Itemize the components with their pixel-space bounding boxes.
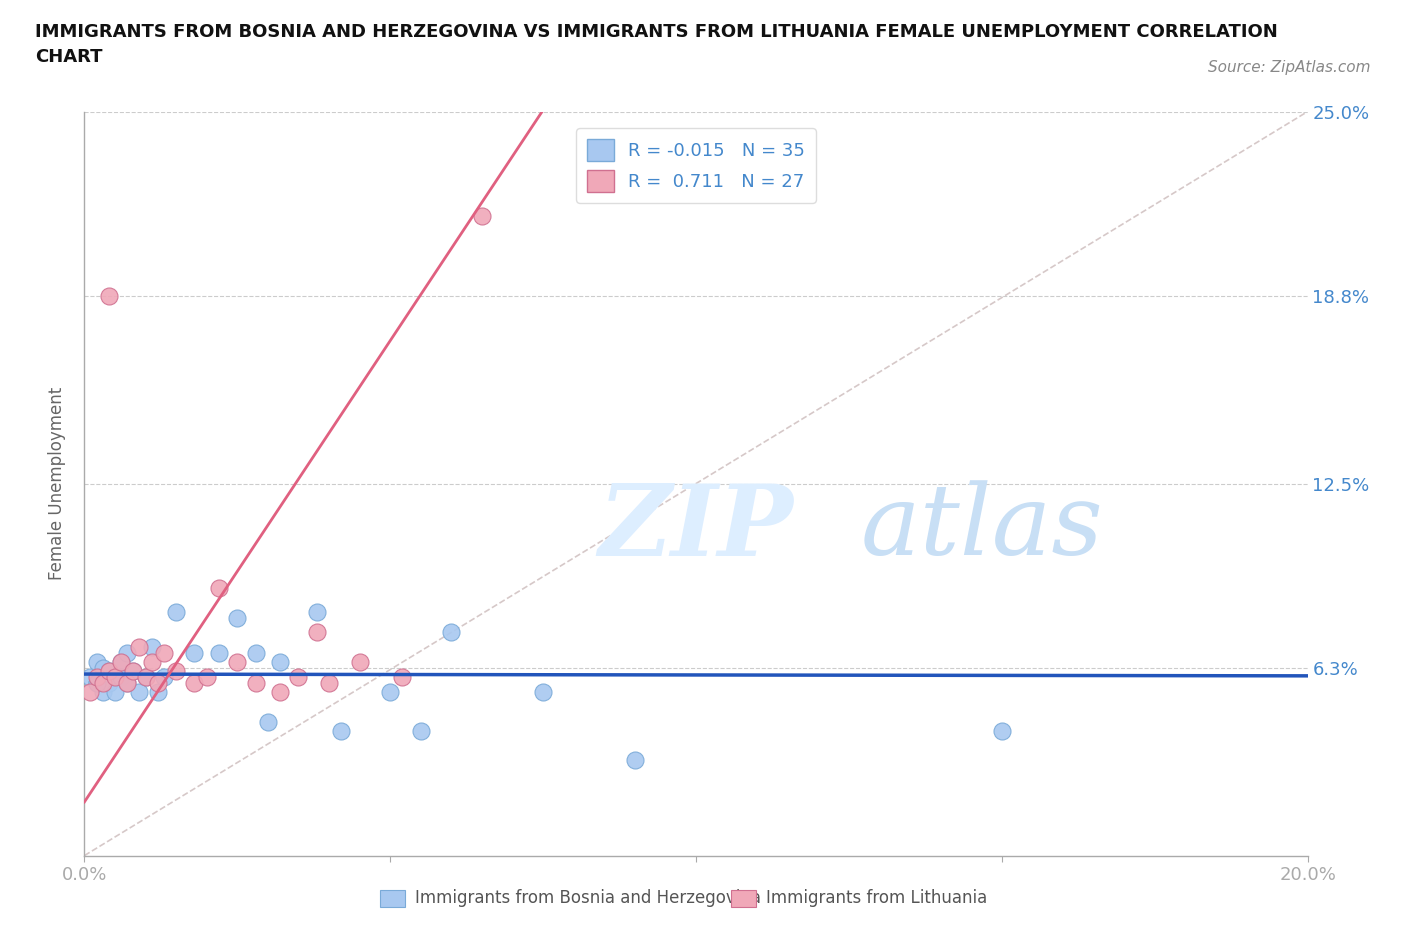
- Point: [183, 675, 205, 690]
- Point: [208, 580, 231, 595]
- Point: [349, 655, 371, 670]
- Point: [195, 670, 218, 684]
- Text: IMMIGRANTS FROM BOSNIA AND HERZEGOVINA VS IMMIGRANTS FROM LITHUANIA FEMALE UNEMP: IMMIGRANTS FROM BOSNIA AND HERZEGOVINA V…: [35, 23, 1278, 66]
- Point: [208, 645, 231, 660]
- Point: [245, 645, 267, 660]
- Point: [91, 675, 114, 690]
- Point: [115, 675, 138, 690]
- Point: [141, 640, 163, 655]
- Point: [391, 670, 413, 684]
- Point: [287, 670, 309, 684]
- Point: [86, 670, 108, 684]
- Point: [257, 714, 280, 729]
- Text: Immigrants from Lithuania: Immigrants from Lithuania: [766, 889, 987, 908]
- Point: [86, 675, 108, 690]
- Point: [153, 645, 176, 660]
- Point: [269, 684, 291, 699]
- Point: [226, 610, 249, 625]
- Y-axis label: Female Unemployment: Female Unemployment: [48, 387, 66, 580]
- Point: [122, 664, 145, 679]
- Point: [531, 684, 554, 699]
- Point: [91, 684, 114, 699]
- Point: [305, 604, 328, 619]
- Point: [110, 655, 132, 670]
- Point: [440, 625, 463, 640]
- Point: [141, 655, 163, 670]
- Point: [97, 664, 120, 679]
- Point: [471, 208, 494, 223]
- Legend: R = -0.015   N = 35, R =  0.711   N = 27: R = -0.015 N = 35, R = 0.711 N = 27: [576, 128, 815, 203]
- Text: Source: ZipAtlas.com: Source: ZipAtlas.com: [1208, 60, 1371, 75]
- Point: [122, 664, 145, 679]
- Point: [97, 675, 120, 690]
- Point: [624, 753, 647, 768]
- Point: [115, 675, 138, 690]
- Point: [165, 664, 187, 679]
- Point: [991, 724, 1014, 738]
- Point: [305, 625, 328, 640]
- Text: ZIP: ZIP: [598, 480, 793, 577]
- Point: [226, 655, 249, 670]
- Point: [165, 604, 187, 619]
- Point: [128, 684, 150, 699]
- Point: [409, 724, 432, 738]
- Point: [330, 724, 353, 738]
- Point: [115, 645, 138, 660]
- Point: [104, 670, 127, 684]
- Text: atlas: atlas: [860, 481, 1104, 576]
- Point: [110, 655, 132, 670]
- Point: [97, 664, 120, 679]
- Point: [135, 670, 157, 684]
- Point: [110, 670, 132, 684]
- Point: [86, 655, 108, 670]
- Point: [153, 670, 176, 684]
- Point: [380, 684, 402, 699]
- Point: [104, 670, 127, 684]
- Point: [79, 670, 101, 684]
- Point: [91, 660, 114, 675]
- Point: [183, 645, 205, 660]
- Point: [318, 675, 340, 690]
- Point: [135, 670, 157, 684]
- Point: [269, 655, 291, 670]
- Point: [97, 288, 120, 303]
- Point: [146, 684, 169, 699]
- Point: [104, 684, 127, 699]
- Point: [128, 640, 150, 655]
- Point: [245, 675, 267, 690]
- Point: [86, 675, 108, 690]
- Point: [146, 675, 169, 690]
- Point: [79, 684, 101, 699]
- Text: Immigrants from Bosnia and Herzegovina: Immigrants from Bosnia and Herzegovina: [415, 889, 761, 908]
